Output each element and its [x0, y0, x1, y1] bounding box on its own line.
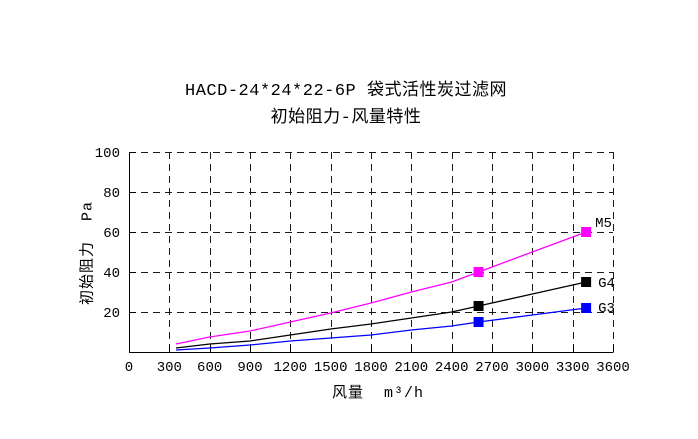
- y-tick-label: 40: [103, 266, 120, 282]
- x-tick-label: 3600: [596, 360, 630, 376]
- x-tick-label: 2700: [475, 360, 509, 376]
- y-tick-label: 20: [103, 306, 120, 322]
- y-tick-label: 60: [103, 226, 120, 242]
- series-line-M5: [175, 231, 587, 345]
- x-tick-label: 1200: [274, 360, 308, 376]
- series-marker-G4: [473, 301, 484, 311]
- x-tick-label: 2400: [435, 360, 469, 376]
- x-tick-label: 600: [197, 360, 222, 376]
- series-line-G4: [175, 281, 587, 349]
- series-marker-M5: [581, 227, 592, 237]
- series-line-G3: [176, 307, 587, 351]
- y-tick-label: 80: [103, 186, 120, 202]
- series-label-M5: M5: [595, 216, 612, 232]
- x-axis-title: 风量 m³/h: [331, 385, 425, 402]
- x-tick-label: 2100: [395, 360, 429, 376]
- series-label-G4: G4: [598, 276, 615, 292]
- x-tick-label: 0: [125, 360, 133, 376]
- x-tick-label: 1500: [314, 360, 348, 376]
- y-tick-label: 100: [95, 146, 120, 162]
- series-marker-M5: [473, 267, 484, 277]
- series-marker-G3: [581, 303, 592, 313]
- x-tick-label: 1800: [354, 360, 388, 376]
- x-tick-label: 900: [237, 360, 262, 376]
- chart-subtitle: 初始阻力-风量特性: [270, 109, 422, 128]
- x-tick-label: 3000: [516, 360, 550, 376]
- series-label-G3: G3: [598, 301, 615, 317]
- series-marker-G3: [473, 317, 484, 327]
- x-tick-label: 3300: [556, 360, 590, 376]
- series-marker-G4: [581, 277, 592, 287]
- x-tick-label: 300: [157, 360, 182, 376]
- chart-title: HACD-24*24*22-6P 袋式活性炭过滤网: [185, 82, 507, 101]
